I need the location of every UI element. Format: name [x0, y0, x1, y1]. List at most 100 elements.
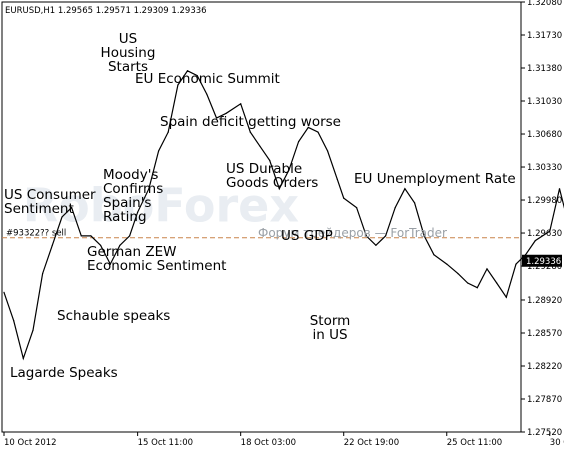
- price-point: [90, 235, 92, 237]
- price-point: [196, 75, 198, 77]
- annotation-text: Starts: [108, 59, 148, 75]
- price-point: [61, 216, 63, 218]
- x-tick-label: 22 Oct 19:00: [344, 438, 399, 448]
- price-point: [394, 207, 396, 209]
- y-tick-label: 1.28920: [527, 296, 562, 306]
- price-point: [317, 131, 319, 133]
- price-point: [259, 145, 261, 147]
- price-point: [534, 240, 536, 242]
- y-tick-label: 1.29630: [527, 229, 562, 239]
- price-point: [298, 141, 300, 143]
- price-point: [206, 93, 208, 95]
- y-tick-label: 1.31030: [527, 97, 562, 107]
- price-point: [414, 202, 416, 204]
- price-point: [288, 169, 290, 171]
- watermark-roboforex: RoboForex: [23, 179, 299, 233]
- price-point: [467, 282, 469, 284]
- price-point: [167, 131, 169, 133]
- order-line-label: #93322?? sell: [6, 229, 66, 239]
- annotation-text: Housing: [101, 45, 156, 61]
- annotation-text: in US: [312, 327, 347, 343]
- price-point: [22, 357, 24, 359]
- watermark-fortrader: Форум трейдеров — ForTrader: [258, 226, 447, 240]
- annotation-text: Rating: [103, 209, 147, 225]
- price-point: [80, 235, 82, 237]
- x-tick-label: 25 Oct 11:00: [447, 438, 502, 448]
- price-point: [307, 126, 309, 128]
- annotation-text: EU Unemployment Rate: [354, 171, 516, 187]
- y-tick-label: 1.29280: [527, 262, 562, 272]
- price-point: [327, 150, 329, 152]
- y-tick-label: 1.32080: [527, 0, 562, 8]
- y-tick-label: 1.28220: [527, 362, 562, 372]
- y-tick-label: 1.28570: [527, 329, 562, 339]
- price-point: [375, 244, 377, 246]
- x-tick-label: 18 Oct 03:00: [241, 438, 296, 448]
- annotation-text: Lagarde Speaks: [10, 365, 118, 381]
- price-point: [336, 178, 338, 180]
- annotation-text: EU Economic Summit: [135, 71, 280, 87]
- chart-header: EURUSD,H1 1.29565 1.29571 1.29309 1.2933…: [5, 6, 207, 16]
- price-point: [404, 188, 406, 190]
- annotation-text: US Consumer: [4, 187, 96, 203]
- price-point: [225, 112, 227, 114]
- annotation-text: US GDP: [281, 228, 333, 244]
- price-point: [505, 296, 507, 298]
- plot-frame: [1, 1, 522, 433]
- order-line-layer: #93322?? sell: [2, 229, 521, 239]
- price-point: [32, 329, 34, 331]
- price-point: [343, 197, 345, 199]
- annotation-text: Spain deficit getting worse: [160, 114, 341, 130]
- price-point: [71, 207, 73, 209]
- price-point: [269, 159, 271, 161]
- price-point: [109, 263, 111, 265]
- last-price-label: 1.29336: [526, 257, 561, 267]
- annotation-text: Spain's: [103, 195, 151, 211]
- price-point: [446, 263, 448, 265]
- price-point: [177, 84, 179, 86]
- price-point: [356, 207, 358, 209]
- y-tick-label: 1.30330: [527, 163, 562, 173]
- price-point: [119, 244, 121, 246]
- price-point: [515, 263, 517, 265]
- x-tick-label: 30 Oct 03:00: [550, 438, 564, 448]
- y-tick-label: 1.30680: [527, 130, 562, 140]
- price-point: [486, 268, 488, 270]
- price-point: [42, 273, 44, 275]
- y-tick-label: 1.29980: [527, 196, 562, 206]
- annotation-text: Storm: [310, 313, 351, 329]
- price-point: [137, 211, 139, 213]
- price-point: [278, 188, 280, 190]
- annotation-text: Moody's: [103, 167, 158, 183]
- y-tick-label: 1.31380: [527, 64, 562, 74]
- price-point: [457, 273, 459, 275]
- price-point: [215, 117, 218, 119]
- y-tick-label: 1.27870: [527, 395, 562, 405]
- price-point: [385, 235, 387, 237]
- price-point: [148, 188, 150, 190]
- price-point: [13, 320, 15, 322]
- annotation-text: German ZEW: [87, 244, 176, 260]
- annotation-text: Sentiment: [4, 201, 74, 217]
- price-point: [186, 70, 189, 72]
- price-point: [496, 282, 498, 284]
- y-tick-label: 1.31730: [527, 31, 562, 41]
- annotation-text: Economic Sentiment: [87, 258, 226, 274]
- price-point: [365, 235, 367, 237]
- price-point: [3, 291, 5, 293]
- price-point: [240, 103, 242, 105]
- annotation-text: US Durable: [226, 161, 302, 177]
- price-point: [158, 150, 160, 152]
- x-tick-label: 15 Oct 11:00: [138, 438, 193, 448]
- watermark-layer: RoboForex: [23, 179, 299, 233]
- x-tick-label: 10 Oct 2012: [4, 438, 57, 448]
- y-axis: 1.32080 1.31730 1.31380 1.31030 1.30680 1.303…: [521, 0, 562, 438]
- x-axis: 10 Oct 2012 15 Oct 11:00 18 Oct 03:00 22 Oc…: [3, 432, 564, 448]
- y-tick-label: 1.27520: [527, 428, 562, 438]
- annotation-text: Confirms: [103, 181, 163, 197]
- price-point: [129, 235, 131, 237]
- price-point: [476, 287, 478, 289]
